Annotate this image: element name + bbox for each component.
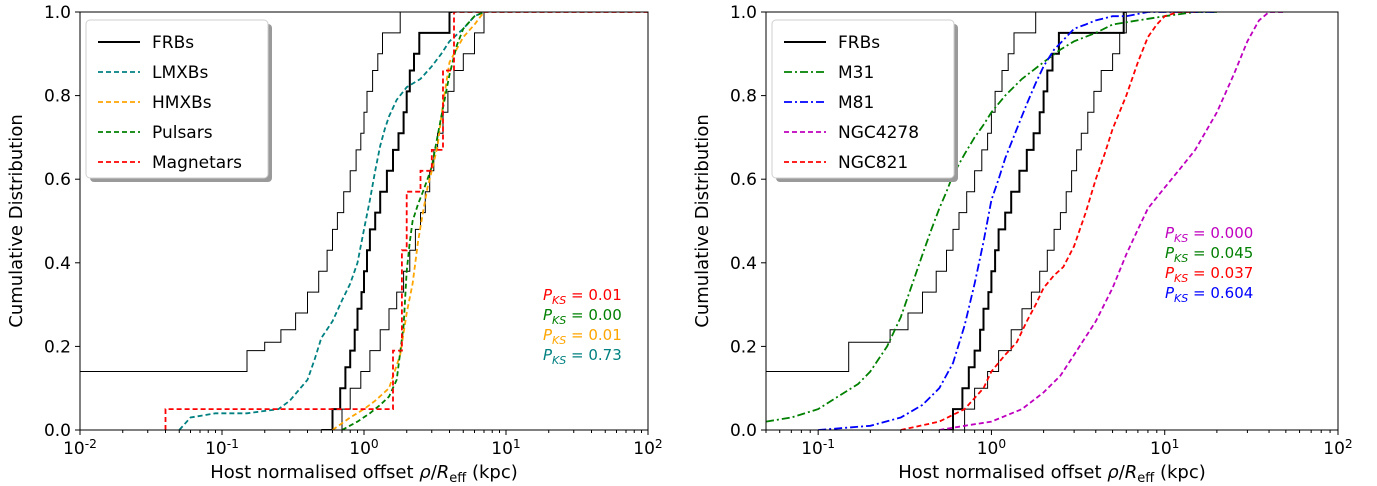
y-tick-label: 1.0: [730, 3, 757, 23]
x-axis-label: Host normalised offset ρ/Reff (kpc): [210, 462, 518, 486]
series-frb-bound-2-line: [953, 12, 1127, 430]
legend-label-ngc821: NGC821: [838, 153, 908, 173]
legend-label-frbs: FRBs: [152, 33, 194, 53]
legend-label-m31: M31: [838, 63, 874, 83]
series-ngc4278-line: [939, 12, 1286, 430]
ks-annotation: PKS = 0.73: [543, 346, 622, 367]
legend: FRBs LMXBs HMXBs Pulsars Magnetars: [85, 19, 272, 182]
legend: FRBs M31 M81 NGC4278 NGC821: [771, 19, 958, 182]
ks-annotation: PKS = 0.01: [543, 326, 622, 347]
y-tick-label: 0.8: [44, 87, 71, 107]
series-frb-bound-1-line: [766, 12, 1105, 372]
ks-annotation: PKS = 0.037: [1165, 264, 1253, 285]
legend-box: [85, 19, 269, 179]
legend-label-frbs: FRBs: [838, 33, 880, 53]
chart-panel-2: 10-1 100 101 102 0.0 0.2 0.4 0.6 0.8 1.0 Host norm…: [692, 3, 1353, 486]
series-frbs-line: [939, 12, 1127, 430]
plot-frame: [765, 11, 1339, 431]
legend-label-ngc4278: NGC4278: [838, 123, 919, 143]
x-tick-label: 100: [977, 437, 1006, 459]
x-tick-label: 10-1: [801, 437, 835, 459]
chart-panel-1: 10-2 10-1 100 101 1020.00.20.40.60.81.0Host …: [6, 3, 663, 486]
ks-annotation: PKS = 0.000: [1165, 224, 1253, 245]
y-tick-label: 0.6: [44, 170, 71, 190]
legend-box: [771, 19, 955, 179]
y-axis-label: Cumulative Distribution: [6, 114, 27, 327]
ks-annotation: PKS = 0.00: [543, 306, 622, 327]
series-magnetars-line: [164, 12, 648, 430]
y-tick-label: 0.2: [44, 337, 71, 357]
x-tick-label: 10-1: [205, 437, 239, 459]
series-ngc821-line: [900, 12, 1196, 430]
x-tick-label: 101: [491, 437, 520, 459]
x-tick-label: 101: [1150, 437, 1179, 459]
series-frbs-line: [321, 12, 453, 430]
legend-label-m81: M81: [838, 93, 874, 113]
series-lmxbs-line: [178, 12, 485, 430]
series-pulsars-line: [341, 12, 485, 430]
y-tick-label: 0.8: [730, 87, 757, 107]
series-frb-bound-1-line: [80, 12, 442, 372]
y-axis-label: Cumulative Distribution: [692, 114, 713, 327]
legend-label-magnetars: Magnetars: [152, 153, 242, 173]
series-hmxbs-line: [331, 12, 485, 430]
plot-area: [766, 12, 1286, 430]
y-tick-label: 0.6: [730, 170, 757, 190]
y-tick-label: 1.0: [44, 3, 71, 23]
x-tick-label: 102: [1323, 437, 1352, 459]
x-axis-label: Host normalised offset ρ/Reff (kpc): [898, 462, 1206, 486]
series-m31-line: [766, 12, 1217, 423]
legend-label-pulsars: Pulsars: [152, 123, 213, 143]
ks-annotation: PKS = 0.01: [543, 286, 622, 307]
x-tick-label: 102: [633, 437, 662, 459]
y-tick-label: 0.4: [44, 254, 71, 274]
plot-area: [80, 12, 648, 430]
y-tick-label: 0.0: [44, 421, 71, 441]
legend-label-lmxbs: LMXBs: [152, 63, 208, 83]
x-tick-label: 100: [349, 437, 378, 459]
y-tick-label: 0.4: [730, 254, 757, 274]
y-tick-label: 0.0: [730, 421, 757, 441]
y-tick-label: 0.2: [730, 337, 757, 357]
ks-annotation: PKS = 0.045: [1165, 244, 1253, 265]
ks-annotation: PKS = 0.604: [1165, 284, 1253, 305]
legend-label-hmxbs: HMXBs: [152, 93, 212, 113]
